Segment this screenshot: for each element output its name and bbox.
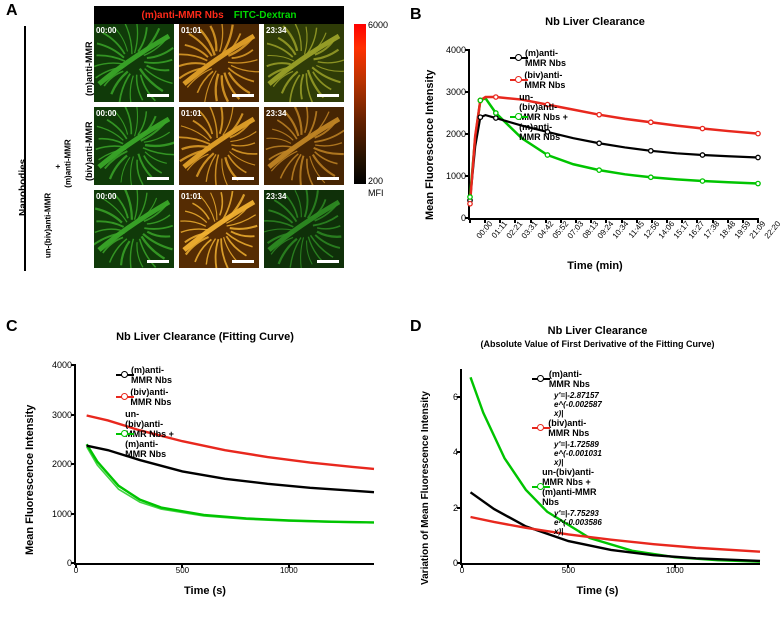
- header-red: (m)anti-MMR Nbs: [141, 10, 223, 21]
- chart-d-plot: 024605001000(m)anti-MMR Nbsy'=|-2.87157 …: [460, 369, 760, 565]
- chart-d-subtitle: (Absolute Value of First Derivative of t…: [420, 339, 775, 349]
- micrograph-r2-c0: 00:00: [94, 190, 174, 268]
- panel-a-header: (m)anti-MMR Nbs FITC-Dextran: [94, 6, 344, 24]
- row-label-1: (biv)anti-MMR: [84, 122, 94, 182]
- chart-c-plot: 0100020003000400005001000(m)anti-MMR Nbs…: [74, 365, 374, 565]
- chart-d-title: Nb Liver Clearance: [420, 325, 775, 337]
- micrograph-r0-c0: 00:00: [94, 24, 174, 102]
- micrograph-r1-c1: 01:01: [179, 107, 259, 185]
- micrograph-r1-c2: 23:34: [264, 107, 344, 185]
- chart-d-xlabel: Time (s): [420, 585, 775, 597]
- micrograph-r0-c2: 23:34: [264, 24, 344, 102]
- bracket-line: [24, 26, 26, 271]
- micrograph-grid: 00:0001:0123:3400:0001:0123:3400:0001:01…: [94, 24, 344, 268]
- colorbar: 6000 200 MFI: [354, 24, 366, 184]
- micrograph-r2-c2: 23:34: [264, 190, 344, 268]
- panel-d-chart: Nb Liver Clearance (Absolute Value of Fi…: [420, 325, 775, 615]
- row-label-0: (m)anti-MMR: [84, 42, 94, 97]
- chart-c-xlabel: Time (s): [20, 585, 390, 597]
- micrograph-r1-c0: 00:00: [94, 107, 174, 185]
- colorbar-bottom: 200: [368, 176, 383, 186]
- chart-b-title: Nb Liver Clearance: [420, 16, 770, 28]
- chart-b-ylabel: Mean Fluorescence Intensity: [424, 70, 436, 220]
- micrograph-r0-c1: 01:01: [179, 24, 259, 102]
- panel-b-chart: Nb Liver Clearance Mean Fluorescence Int…: [420, 10, 770, 280]
- colorbar-gradient: [354, 24, 366, 184]
- chart-c-title: Nb Liver Clearance (Fitting Curve): [20, 331, 390, 343]
- micrograph-r2-c1: 01:01: [179, 190, 259, 268]
- chart-d-ylabel: Variation of Mean Fluorescence Intensity: [420, 391, 431, 585]
- panel-a: (m)anti-MMR Nbs FITC-Dextran Nanobodies …: [6, 6, 396, 276]
- chart-b-xlabel: Time (min): [420, 260, 770, 272]
- panel-c-label: C: [6, 318, 18, 336]
- chart-b-plot: 0100020003000400000:0001:1102:2103:3104:…: [468, 50, 758, 220]
- colorbar-unit: MFI: [368, 188, 384, 198]
- panel-c-chart: Nb Liver Clearance (Fitting Curve) Mean …: [20, 325, 390, 615]
- header-green: FITC-Dextran: [234, 10, 297, 21]
- colorbar-top: 6000: [368, 20, 388, 30]
- chart-c-ylabel: Mean Fluorescence Intensity: [24, 405, 36, 555]
